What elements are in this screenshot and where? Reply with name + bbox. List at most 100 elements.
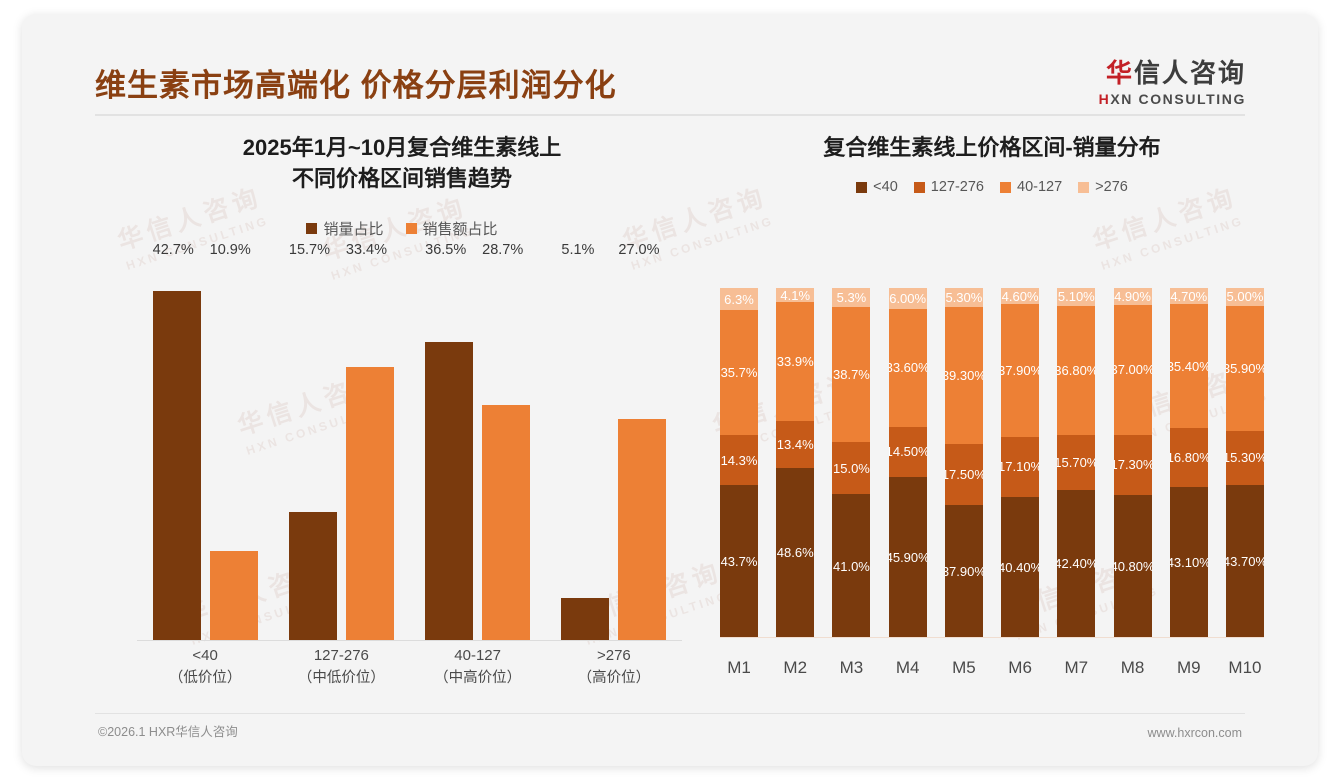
stack-segment[interactable]: 4.60% [1001, 288, 1040, 305]
stack-segment[interactable]: 40.40% [1001, 496, 1040, 638]
bar-value-label: 5.1% [561, 242, 595, 258]
stack-segment[interactable]: 42.40% [1057, 489, 1096, 638]
stack-segment[interactable]: 6.3% [720, 288, 758, 311]
stack-segment[interactable]: 43.7% [720, 485, 758, 638]
stack-segment-label: 6.3% [724, 291, 754, 307]
legend-swatch-icon [1078, 181, 1090, 193]
bar-column[interactable]: 42.7% [152, 242, 201, 640]
stacked-bar[interactable]: 6.00% 33.60% 14.50% 45.90% [888, 288, 927, 638]
stacked-bar[interactable]: 5.30% 39.30% 17.50% 37.90% [944, 288, 983, 638]
legend-label: <40 [873, 179, 898, 195]
stack-segment[interactable]: 35.90% [1225, 305, 1264, 432]
bar[interactable]: 28.7% [482, 242, 531, 640]
x-axis-label: M7 [1064, 658, 1089, 677]
stack-segment-label: 14.3% [720, 452, 758, 468]
stack-segment[interactable]: 15.70% [1057, 434, 1096, 490]
stacked-bar[interactable]: 5.00% 35.90% 15.30% 43.70% [1225, 288, 1264, 638]
stack-segment-label: 45.90% [888, 550, 927, 566]
bar-column[interactable]: 36.5% [425, 242, 474, 640]
right-chart-x-labels: M1 M2 M3 M4 M5 M6 M7 M8 M9 M10 [720, 658, 1264, 678]
legend-swatch-icon [1000, 181, 1011, 193]
stack-segment[interactable]: 35.7% [720, 310, 758, 435]
stack-segment[interactable]: 39.30% [944, 306, 983, 445]
bar-group: 5.1% 27.0% [546, 242, 682, 640]
legend-item[interactable]: 销售额占比 [405, 218, 498, 239]
bar[interactable]: 33.4% [345, 242, 394, 640]
stack-segment[interactable]: 37.90% [944, 505, 983, 638]
stack-segment[interactable]: 41.0% [832, 494, 871, 638]
bar[interactable]: 15.7% [288, 242, 337, 640]
stacked-bar[interactable]: 4.70% 35.40% 16.80% 43.10% [1169, 288, 1208, 638]
bar[interactable]: 27.0% [618, 242, 667, 640]
bar[interactable]: 5.1% [561, 242, 610, 640]
stack-segment-label: 4.90% [1114, 289, 1151, 305]
stack-segment[interactable]: 16.80% [1169, 428, 1208, 488]
bar-column[interactable]: 28.7% [482, 242, 531, 640]
legend-item[interactable]: 40-127 [1000, 179, 1062, 195]
stacked-bar[interactable]: 5.3% 38.7% 15.0% 41.0% [832, 288, 871, 638]
bar-column[interactable]: 15.7% [288, 242, 337, 640]
stack-segment[interactable]: 40.80% [1113, 495, 1152, 638]
stack-segment-label: 4.1% [780, 288, 811, 303]
stacked-bar[interactable]: 5.10% 36.80% 15.70% 42.40% [1057, 288, 1096, 638]
stack-segment[interactable]: 4.1% [776, 288, 815, 303]
stacked-bar[interactable]: 4.90% 37.00% 17.30% 40.80% [1113, 288, 1152, 638]
stack-segment[interactable]: 5.30% [944, 288, 983, 307]
x-axis-label: M10 [1228, 658, 1262, 677]
stack-segment[interactable]: 43.10% [1169, 487, 1208, 638]
stack-segment[interactable]: 14.3% [720, 434, 758, 486]
stack-segment[interactable]: 35.40% [1169, 304, 1208, 429]
stack-segment[interactable]: 33.60% [888, 309, 927, 427]
left-chart-legend: 销量占比 销售额占比 [82, 218, 722, 239]
stacked-bar[interactable]: 4.1% 33.9% 13.4% 48.6% [776, 288, 815, 638]
legend-item[interactable]: <40 [856, 179, 898, 195]
stack-segment[interactable]: 17.50% [944, 444, 983, 506]
bar-column[interactable]: 10.9% [209, 242, 258, 640]
bar[interactable]: 42.7% [152, 242, 201, 640]
stack-segment[interactable]: 38.7% [832, 306, 871, 442]
legend-item[interactable]: 127-276 [913, 179, 984, 195]
stacked-bar[interactable]: 6.3% 35.7% 14.3% 43.7% [720, 288, 758, 638]
bar[interactable]: 10.9% [209, 242, 258, 640]
legend-label: >276 [1095, 179, 1128, 195]
stack-segment-label: 5.10% [1057, 289, 1095, 305]
stack-segment-label: 41.0% [833, 558, 870, 574]
stack-segment[interactable]: 5.00% [1225, 288, 1264, 306]
bar[interactable]: 36.5% [425, 242, 474, 640]
bar-column[interactable]: 33.4% [345, 242, 394, 640]
stacked-bar[interactable]: 4.60% 37.90% 17.10% 40.40% [1001, 288, 1040, 638]
stack-segment[interactable]: 13.4% [776, 420, 815, 468]
stack-segment[interactable]: 4.70% [1169, 288, 1208, 305]
stack-segment[interactable]: 4.90% [1113, 288, 1152, 306]
stack-segment[interactable]: 45.90% [888, 477, 927, 638]
stack-segment[interactable]: 15.30% [1225, 431, 1264, 485]
stack-segment[interactable]: 48.6% [776, 467, 815, 638]
footer-website: www.hxrcon.com [1147, 726, 1242, 740]
x-axis-label: 40-127 （中高价位） [410, 644, 546, 694]
bar-column[interactable]: 27.0% [618, 242, 667, 640]
stack-segment[interactable]: 43.70% [1225, 484, 1264, 638]
footer-divider [95, 713, 1245, 714]
stack-segment[interactable]: 5.3% [832, 288, 871, 307]
bar-column[interactable]: 5.1% [561, 242, 610, 640]
stack-segment[interactable]: 6.00% [888, 288, 927, 309]
stack-segment[interactable]: 36.80% [1057, 305, 1096, 435]
legend-label: 127-276 [930, 179, 984, 195]
stack-segment-label: 4.60% [1001, 288, 1039, 304]
stack-segment[interactable]: 33.9% [776, 302, 815, 421]
right-chart-panel: 复合维生素线上价格区间-销量分布 <40 127-276 40-127 >276 6.… [712, 132, 1272, 712]
bar-value-label: 33.4% [345, 242, 387, 258]
stack-segment[interactable]: 17.30% [1113, 434, 1152, 496]
legend-item[interactable]: 销量占比 [306, 218, 384, 239]
legend-item[interactable]: >276 [1078, 179, 1128, 195]
stack-segment[interactable]: 5.10% [1057, 288, 1096, 306]
stack-segment[interactable]: 37.00% [1113, 305, 1152, 435]
stack-segment[interactable]: 15.0% [832, 441, 871, 495]
stack-segment-label: 35.7% [720, 365, 758, 381]
stack-segment-label: 35.90% [1225, 360, 1264, 376]
x-axis-label: 127-276 （中低价位） [273, 644, 409, 694]
page-title: 维生素市场高端化 价格分层利润分化 [95, 68, 617, 103]
stack-segment[interactable]: 17.10% [1001, 436, 1040, 497]
stack-segment[interactable]: 37.90% [1001, 304, 1040, 437]
stack-segment[interactable]: 14.50% [888, 426, 927, 478]
